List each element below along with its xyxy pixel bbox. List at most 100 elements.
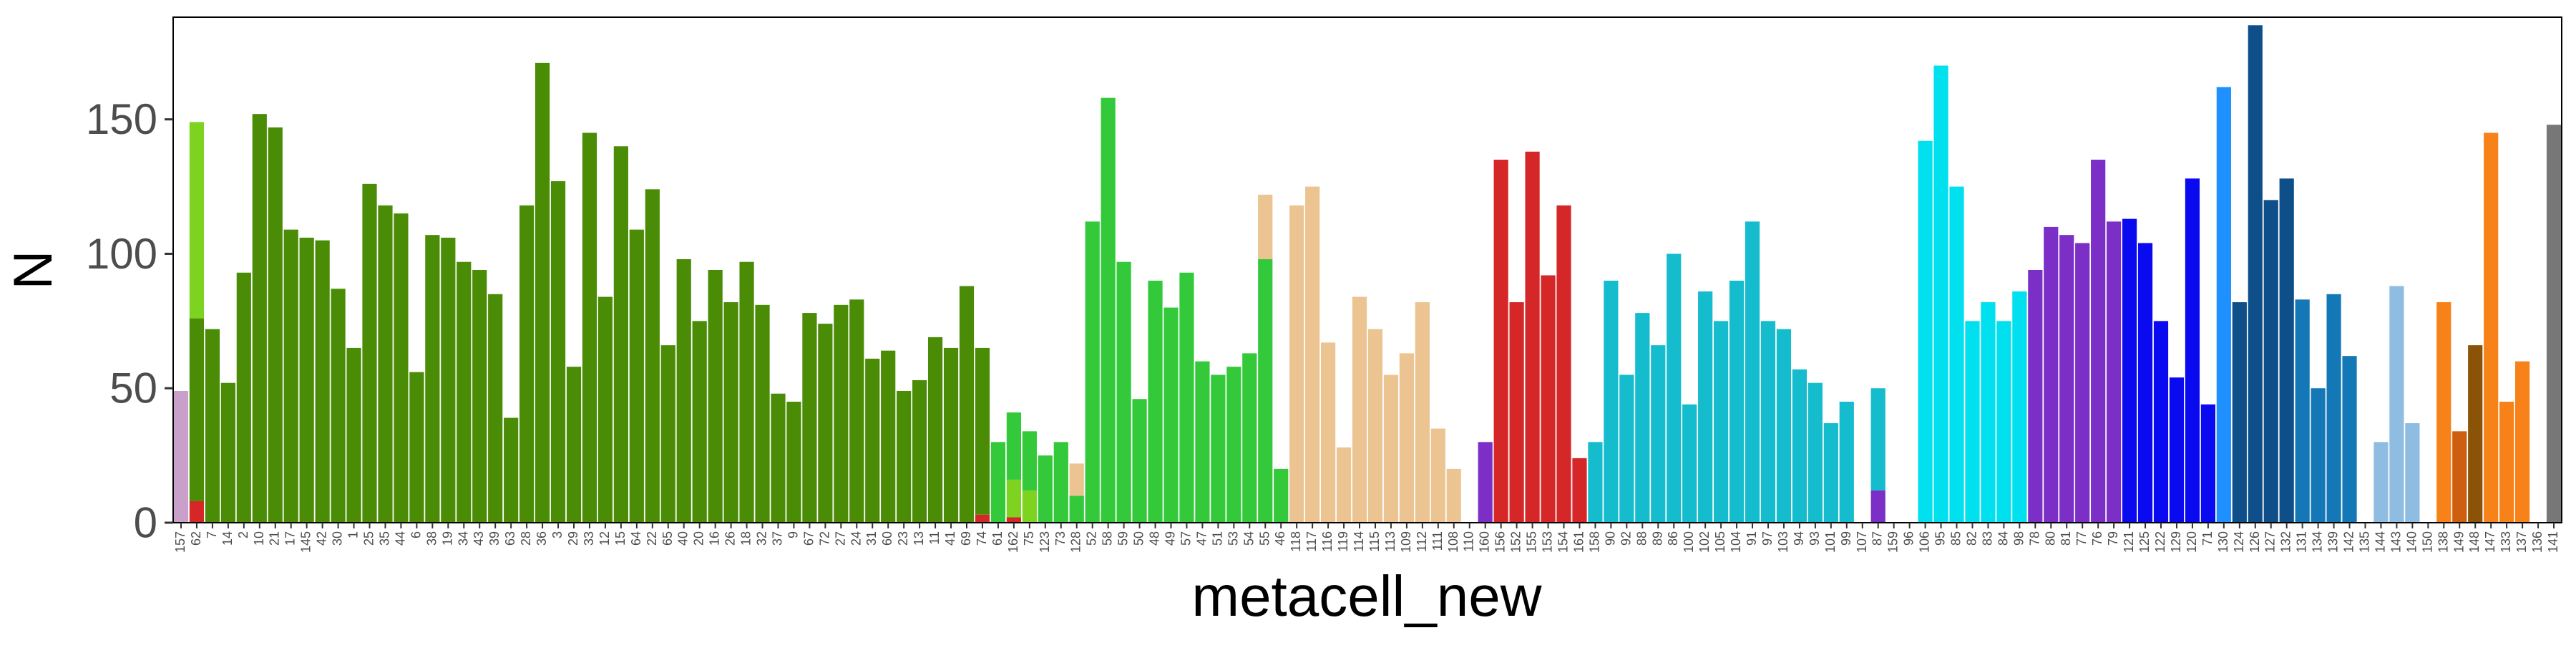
bar-segment-89-teal <box>1651 345 1666 523</box>
x-tick-label: 140 <box>2404 531 2419 553</box>
x-tick-label: 139 <box>2326 531 2341 553</box>
bar-segment-55-tan <box>1258 194 1273 259</box>
x-tick-label: 62 <box>189 531 203 546</box>
bar-segment-9-olive <box>786 402 801 523</box>
x-tick-label: 25 <box>362 531 376 546</box>
x-tick-label: 16 <box>708 531 722 546</box>
x-tick-label: 34 <box>456 531 470 546</box>
x-tick-label: 86 <box>1666 531 1680 546</box>
x-tick-label: 90 <box>1603 531 1617 546</box>
x-tick-label: 63 <box>503 531 517 546</box>
bar-segment-10-olive <box>252 114 267 523</box>
bar-segment-103-teal <box>1776 329 1792 523</box>
x-tick-label: 95 <box>1933 531 1948 546</box>
bar-segment-16-olive <box>708 270 723 523</box>
x-tick-label: 75 <box>1022 531 1036 546</box>
x-tick-label: 30 <box>331 531 345 546</box>
bar-segment-108-tan <box>1446 468 1461 523</box>
x-tick-label: 101 <box>1823 531 1838 553</box>
bar-segment-20-olive <box>692 321 707 523</box>
x-tick-label: 23 <box>896 531 910 546</box>
bar-segment-63-olive <box>504 417 519 523</box>
bar-segment-71-blue <box>2200 404 2215 523</box>
bar-segment-7-olive <box>205 329 220 523</box>
x-tick-label: 38 <box>424 531 439 546</box>
y-axis: 0 50 100 150 <box>86 95 173 547</box>
bar-segment-123-green <box>1038 455 1053 523</box>
bar-segment-75-green <box>1022 431 1037 490</box>
x-tick-label: 122 <box>2153 531 2167 553</box>
bar-segment-36-olive <box>535 62 550 523</box>
bar-segment-39-olive <box>488 294 503 523</box>
x-tick-label: 17 <box>283 531 298 546</box>
x-tick-label: 133 <box>2499 531 2513 553</box>
bar-segment-138-orange <box>2436 302 2451 523</box>
x-tick-label: 155 <box>1525 531 1539 553</box>
bar-segment-87-teal <box>1870 388 1885 490</box>
x-tick-label: 81 <box>2059 531 2073 546</box>
bar-segment-86-teal <box>1667 253 1682 523</box>
bar-segment-44-olive <box>394 213 409 523</box>
bar-segment-124-navy <box>2232 302 2247 523</box>
bar-segment-43-olive <box>472 270 487 523</box>
x-tick-label: 127 <box>2263 531 2278 553</box>
y-tick-label: 50 <box>109 364 157 412</box>
bar-segment-50-green <box>1132 399 1147 523</box>
x-axis-title: metacell_new <box>1191 564 1541 628</box>
x-tick-label: 137 <box>2514 531 2529 553</box>
x-tick-label: 40 <box>676 531 691 546</box>
x-tick-label: 126 <box>2248 531 2262 553</box>
x-tick-label: 129 <box>2169 531 2183 553</box>
bar-segment-97-teal <box>1760 321 1776 523</box>
x-tick-label: 15 <box>613 531 628 546</box>
bar-segment-75-chartreuse <box>1022 490 1037 523</box>
bar-segment-21-olive <box>268 127 283 523</box>
bar-segment-147-orange <box>2484 132 2499 523</box>
bar-segment-148-brown <box>2468 345 2483 523</box>
x-tick-label: 87 <box>1870 531 1885 546</box>
bar-segment-74-red <box>975 514 990 523</box>
bar-segment-79-purple <box>2107 221 2122 523</box>
x-tick-label: 51 <box>1210 531 1224 546</box>
x-tick-label: 46 <box>1273 531 1287 546</box>
x-tick-label: 120 <box>2185 531 2199 553</box>
x-tick-label: 79 <box>2106 531 2120 546</box>
bar-segment-62-chartreuse <box>189 122 205 319</box>
x-tick-label: 117 <box>1304 531 1319 552</box>
bar-segment-83-cyan <box>1981 302 1996 523</box>
x-tick-label: 114 <box>1352 531 1366 552</box>
x-tick-label: 107 <box>1855 531 1869 553</box>
bar-segment-142-steelblue <box>2342 356 2357 523</box>
x-tick-label: 52 <box>1085 531 1099 546</box>
bar-segment-102-teal <box>1698 291 1713 523</box>
x-tick-label: 39 <box>487 531 502 546</box>
x-tick-label: 6 <box>409 531 423 538</box>
x-tick-label: 96 <box>1902 531 1916 546</box>
bar-segment-162-green <box>1006 412 1021 480</box>
x-tick-label: 57 <box>1179 531 1193 546</box>
x-tick-label: 91 <box>1745 531 1759 546</box>
x-tick-label: 28 <box>519 531 533 546</box>
x-tick-label: 108 <box>1446 531 1460 553</box>
bar-segment-94-teal <box>1792 369 1807 523</box>
x-tick-label: 85 <box>1949 531 1963 546</box>
x-tick-label: 135 <box>2357 531 2371 553</box>
x-tick-label: 134 <box>2311 531 2325 553</box>
bar-segment-90-teal <box>1604 281 1619 523</box>
x-tick-label: 26 <box>723 531 738 546</box>
x-tick-label: 37 <box>770 531 784 546</box>
bar-segment-139-steelblue <box>2326 294 2341 523</box>
bar-segment-28-olive <box>519 205 535 523</box>
x-tick-label: 42 <box>315 531 329 546</box>
x-tick-label: 71 <box>2200 531 2215 546</box>
x-tick-label: 153 <box>1541 531 1555 553</box>
bar-segment-49-green <box>1163 307 1179 523</box>
x-tick-label: 69 <box>959 531 973 546</box>
bar-segment-60-olive <box>881 350 896 523</box>
bar-segment-33-olive <box>582 132 597 523</box>
x-tick-label: 147 <box>2483 531 2497 553</box>
bar-segment-105-teal <box>1714 321 1729 523</box>
bar-segment-37-olive <box>771 393 786 523</box>
x-tick-label: 150 <box>2420 531 2434 553</box>
x-tick-label: 55 <box>1257 531 1272 546</box>
